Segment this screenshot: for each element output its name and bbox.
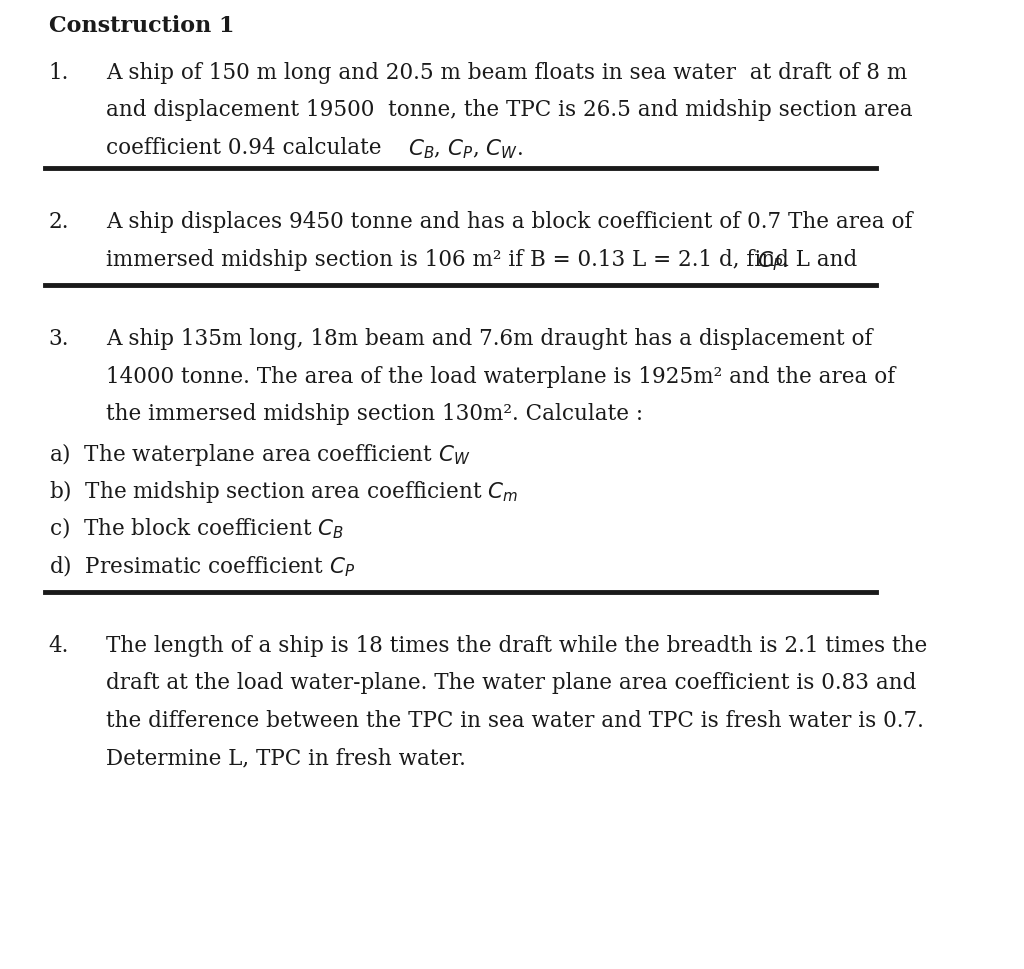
Text: $C_B$, $C_P$, $C_W$.: $C_B$, $C_P$, $C_W$. [408,137,523,161]
Text: c)  The block coefficient $C_B$: c) The block coefficient $C_B$ [48,516,344,541]
Text: d)  Presimatic coefficient $C_P$: d) Presimatic coefficient $C_P$ [48,553,354,578]
Text: b)  The midship section area coefficient $C_m$: b) The midship section area coefficient … [48,478,518,505]
Text: 3.: 3. [48,328,69,350]
Text: the immersed midship section 130m². Calculate :: the immersed midship section 130m². Calc… [105,403,643,425]
Text: 1.: 1. [48,62,69,84]
Text: 4.: 4. [48,634,69,656]
Text: and displacement 19500  tonne, the TPC is 26.5 and midship section area: and displacement 19500 tonne, the TPC is… [105,100,912,121]
Text: the difference between the TPC in sea water and TPC is fresh water is 0.7.: the difference between the TPC in sea wa… [105,709,924,731]
Text: A ship displaces 9450 tonne and has a block coefficient of 0.7 The area of: A ship displaces 9450 tonne and has a bl… [105,211,912,234]
Text: Construction 1: Construction 1 [48,15,234,37]
Text: coefficient 0.94 calculate: coefficient 0.94 calculate [105,137,395,159]
Text: draft at the load water-plane. The water plane area coefficient is 0.83 and: draft at the load water-plane. The water… [105,672,916,694]
Text: immersed midship section is 106 m² if B = 0.13 L = 2.1 d, find L and: immersed midship section is 106 m² if B … [105,249,864,270]
Text: The length of a ship is 18 times the draft while the breadth is 2.1 times the: The length of a ship is 18 times the dra… [105,634,927,656]
Text: A ship of 150 m long and 20.5 m beam floats in sea water  at draft of 8 m: A ship of 150 m long and 20.5 m beam flo… [105,62,907,84]
Text: 2.: 2. [48,211,69,234]
Text: a)  The waterplane area coefficient $C_W$: a) The waterplane area coefficient $C_W$ [48,441,470,467]
Text: Determine L, TPC in fresh water.: Determine L, TPC in fresh water. [105,746,466,768]
Text: 14000 tonne. The area of the load waterplane is 1925m² and the area of: 14000 tonne. The area of the load waterp… [105,365,895,388]
Text: A ship 135m long, 18m beam and 7.6m draught has a displacement of: A ship 135m long, 18m beam and 7.6m drau… [105,328,872,350]
Text: $C_P$.: $C_P$. [757,249,788,272]
